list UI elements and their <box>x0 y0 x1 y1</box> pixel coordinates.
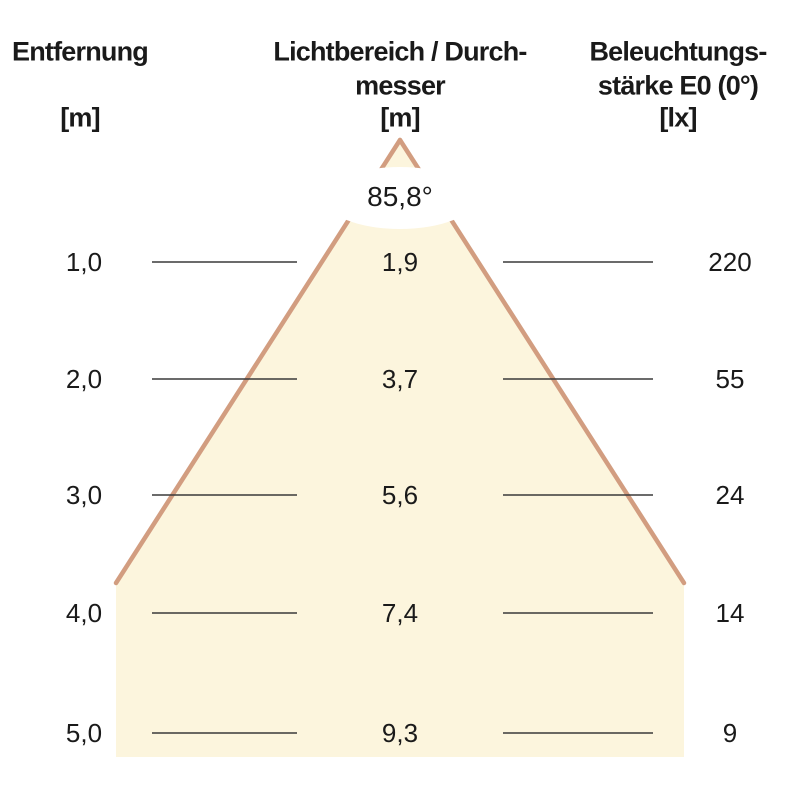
row-tick-lines <box>152 261 653 734</box>
diameter-value: 9,3 <box>381 718 419 748</box>
distance-column-title: Entfernung <box>12 36 149 67</box>
diameter-value: 7,4 <box>381 598 419 628</box>
illuminance-value: 9 <box>722 718 738 748</box>
beam-angle-label: 85,8° <box>367 181 433 212</box>
illuminance-value: 24 <box>715 480 745 510</box>
illuminance-column-unit: [lx] <box>659 102 697 133</box>
distance-value: 1,0 <box>65 247 103 277</box>
distance-value: 3,0 <box>65 480 103 510</box>
distance-value: 2,0 <box>65 364 103 394</box>
distance-value: 4,0 <box>65 598 103 628</box>
diameter-value: 3,7 <box>381 364 419 394</box>
distance-column-unit: [m] <box>60 102 100 133</box>
illuminance-value: 220 <box>708 247 752 277</box>
beam-cone-fill <box>116 140 684 757</box>
diameter-column-title-line1: Lichtbereich / Durch- <box>273 36 527 67</box>
distance-value: 5,0 <box>65 718 103 748</box>
diameter-column-title-line2: messer <box>355 70 446 101</box>
diameter-value: 1,9 <box>381 247 419 277</box>
diameter-value: 5,6 <box>381 480 419 510</box>
diameter-column-unit: [m] <box>380 102 420 133</box>
illuminance-value: 55 <box>715 364 745 394</box>
illuminance-value: 14 <box>715 598 745 628</box>
illuminance-column-title-line1: Beleuchtungs- <box>589 36 767 67</box>
illuminance-column-title-line2: stärke E0 (0°) <box>597 70 759 101</box>
angle-label-mask <box>324 167 476 229</box>
